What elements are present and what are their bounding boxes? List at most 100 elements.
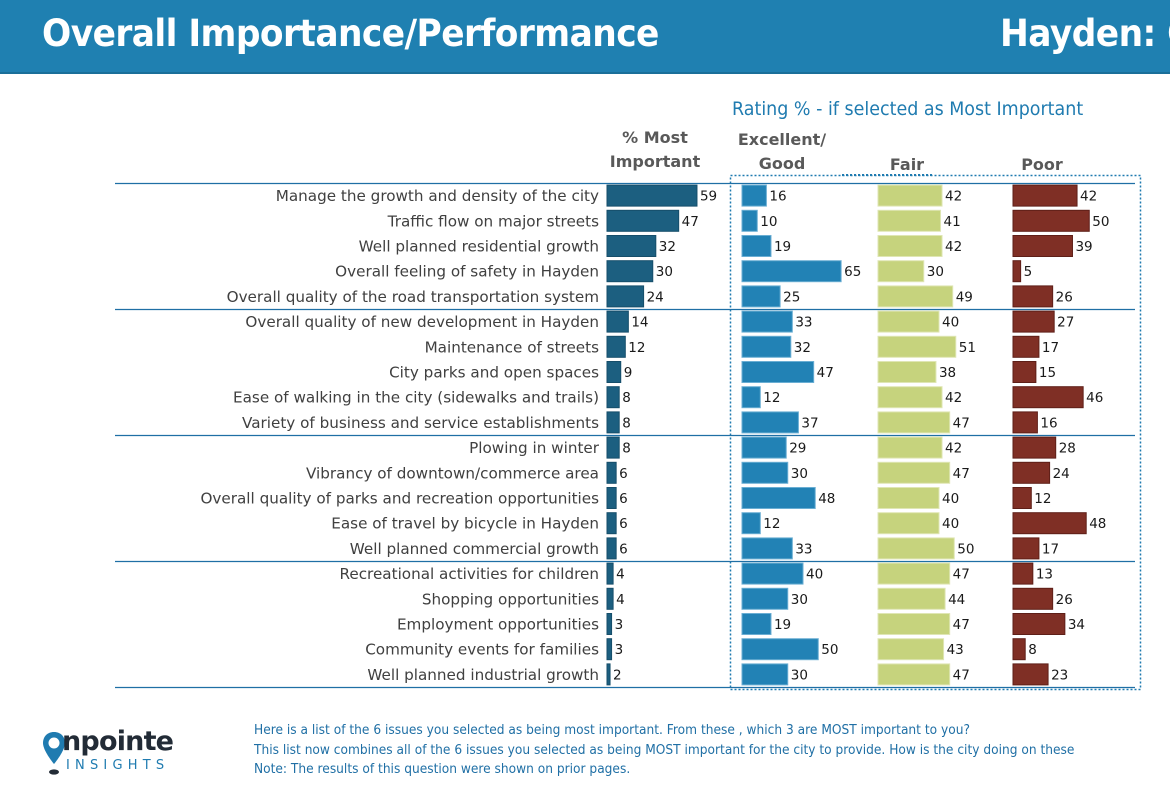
column-header-most-important-line1: % Most [622,128,688,147]
bar-most-important [606,260,654,283]
data-label-fair: 40 [942,516,959,532]
data-label-most-important: 30 [656,264,673,280]
data-label-excellent-good: 32 [794,340,811,356]
bar-fair [877,587,946,610]
bar-poor [1012,461,1051,484]
data-label-most-important: 24 [647,289,664,305]
data-label-poor: 26 [1056,592,1073,608]
bar-fair [877,562,951,585]
data-label-most-important: 6 [619,541,628,557]
row-label: Ease of travel by bicycle in Hayden [331,515,599,533]
data-label-poor: 48 [1089,516,1106,532]
bar-most-important [606,310,629,333]
data-label-excellent-good: 12 [763,516,780,532]
data-label-most-important: 6 [619,516,628,532]
page-title: Overall Importance/Performance [42,12,659,55]
bar-fair [877,436,943,459]
footer-note-line: Here is a list of the 6 issues you selec… [254,723,970,738]
data-label-fair: 51 [959,340,976,356]
data-label-fair: 47 [953,466,970,482]
data-label-poor: 50 [1092,214,1109,230]
column-header-excellent-line1: Excellent/ [737,130,827,149]
bar-most-important [606,562,614,585]
data-label-fair: 47 [953,415,970,431]
bar-poor [1012,613,1066,635]
data-label-excellent-good: 50 [821,642,838,658]
row-label: Vibrancy of downtown/commerce area [306,464,599,482]
data-label-fair: 43 [947,642,964,658]
data-label-fair: 30 [927,264,944,280]
data-label-most-important: 3 [615,642,624,658]
bar-fair [877,663,951,686]
bar-most-important [606,461,617,484]
bar-excellent-good [741,613,772,635]
data-label-poor: 12 [1034,491,1051,507]
bar-most-important [606,386,620,409]
bar-poor [1012,209,1090,232]
data-label-fair: 44 [948,592,965,608]
bar-poor [1012,361,1037,383]
column-header-most-important-line2: Important [609,152,701,171]
bar-most-important [606,487,617,509]
bar-most-important [606,587,614,610]
data-label-poor: 28 [1059,441,1076,457]
row-label: Ease of walking in the city (sidewalks a… [233,389,599,407]
column-header-excellent-good: Excellent/ Good [733,128,831,176]
footer-note-line: Note: The results of this question were … [254,762,631,777]
bar-most-important [606,361,622,383]
data-label-poor: 46 [1086,390,1103,406]
bar-excellent-good [741,562,804,585]
data-label-fair: 49 [956,289,973,305]
bar-most-important [606,537,617,560]
bar-fair [877,260,925,283]
row-label: Community events for families [365,641,599,659]
data-label-poor: 5 [1024,264,1033,280]
logo-wordmark: npointe [62,726,174,757]
row-label: Overall quality of the road transportati… [227,288,599,306]
map-pin-icon [43,732,65,775]
data-label-excellent-good: 25 [783,289,800,305]
header-banner: Overall Importance/Performance Hayden: C [0,0,1170,74]
column-header-most-important: % Most Important [606,126,704,174]
data-label-fair: 41 [944,214,961,230]
row-label: Plowing in winter [469,439,600,457]
bar-excellent-good [741,184,767,207]
data-label-excellent-good: 12 [763,390,780,406]
bar-most-important [606,512,617,535]
bar-most-important [606,209,680,232]
bar-poor [1012,260,1022,283]
bar-poor [1012,537,1040,560]
bar-excellent-good [741,638,819,661]
row-label: Well planned residential growth [359,238,599,256]
bar-excellent-good [741,436,787,459]
data-label-excellent-good: 29 [789,441,806,457]
data-label-excellent-good: 33 [795,541,812,557]
bar-fair [877,386,943,409]
column-header-fair: Fair [889,155,925,174]
data-label-poor: 42 [1080,189,1097,205]
data-label-fair: 40 [942,491,959,507]
bar-poor [1012,562,1034,585]
data-label-most-important: 9 [624,365,633,381]
data-label-excellent-good: 47 [817,365,834,381]
data-label-fair: 42 [945,441,962,457]
data-label-most-important: 4 [616,592,625,608]
data-label-most-important: 8 [622,441,631,457]
city-label: Hayden: C [1000,12,1170,55]
bar-fair [877,411,951,434]
data-label-fair: 42 [945,390,962,406]
footer-note-line: This list now combines all of the 6 issu… [254,742,1075,758]
bar-most-important [606,184,698,207]
data-label-most-important: 12 [628,340,645,356]
bar-poor [1012,512,1087,535]
data-label-poor: 8 [1028,642,1037,658]
bar-fair [877,461,951,484]
row-label: City parks and open spaces [389,364,599,382]
bar-poor [1012,335,1040,358]
bar-fair [877,487,940,509]
bar-most-important [606,411,620,434]
data-label-most-important: 47 [682,214,699,230]
data-label-poor: 17 [1042,340,1059,356]
bar-poor [1012,436,1057,459]
bar-excellent-good [741,663,789,686]
